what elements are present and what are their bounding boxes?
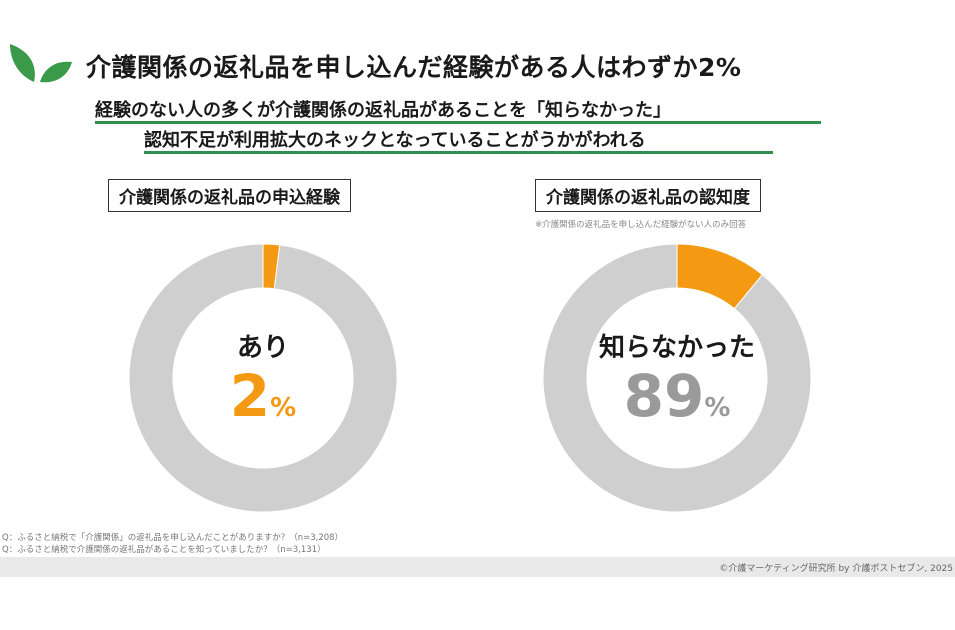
- chart-right-note: ※介護関係の返礼品を申し込んだ経験がない人のみ回答: [535, 220, 747, 230]
- subtitle-underline-2: [144, 151, 773, 154]
- donut-left-center-value: 2%: [123, 362, 403, 430]
- subtitle-underline-1: [95, 121, 821, 124]
- donut-left-slice-1: [128, 243, 398, 513]
- donut-right-center-value: 89%: [537, 362, 817, 430]
- leaf-logo-icon: [10, 44, 72, 83]
- copyright-credit: ©介護マーケティング研究所 by 介護ポストセブン, 2025: [719, 564, 953, 574]
- donut-left-value-number: 2: [229, 362, 271, 430]
- donut-left-center-label: あり: [236, 333, 289, 363]
- footer-bar: [0, 557, 955, 577]
- subtitle-line-1: 経験のない人の多くが介護関係の返礼品があることを「知らなかった」: [95, 100, 671, 121]
- donut-chart-left: [128, 243, 398, 513]
- donut-right-value-unit: %: [704, 393, 731, 423]
- chart-right-title: 介護関係の返礼品の認知度: [535, 179, 761, 212]
- leaf-left-icon: [10, 44, 35, 82]
- page-title: 介護関係の返礼品を申し込んだ経験がある人はわずか2%: [86, 53, 742, 82]
- subtitle-line-2: 認知不足が利用拡大のネックとなっていることがうかがわれる: [144, 130, 646, 151]
- question-note-1: Q：ふるさと納税で「介護関係」の返礼品を申し込んだことがありますか？（n=3,2…: [2, 533, 344, 543]
- donut-right-slice-1: [542, 243, 812, 513]
- donut-right-value-number: 89: [623, 362, 705, 430]
- question-note-2: Q：ふるさと納税で介護関係の返礼品があることを知っていましたか？（n=3,131…: [2, 545, 326, 555]
- leaf-right-icon: [40, 61, 72, 83]
- donut-left-value-unit: %: [270, 393, 297, 423]
- donut-chart-right: [542, 243, 812, 513]
- donut-right-center-label: 知らなかった: [598, 333, 755, 363]
- chart-left-title: 介護関係の返礼品の申込経験: [108, 179, 351, 212]
